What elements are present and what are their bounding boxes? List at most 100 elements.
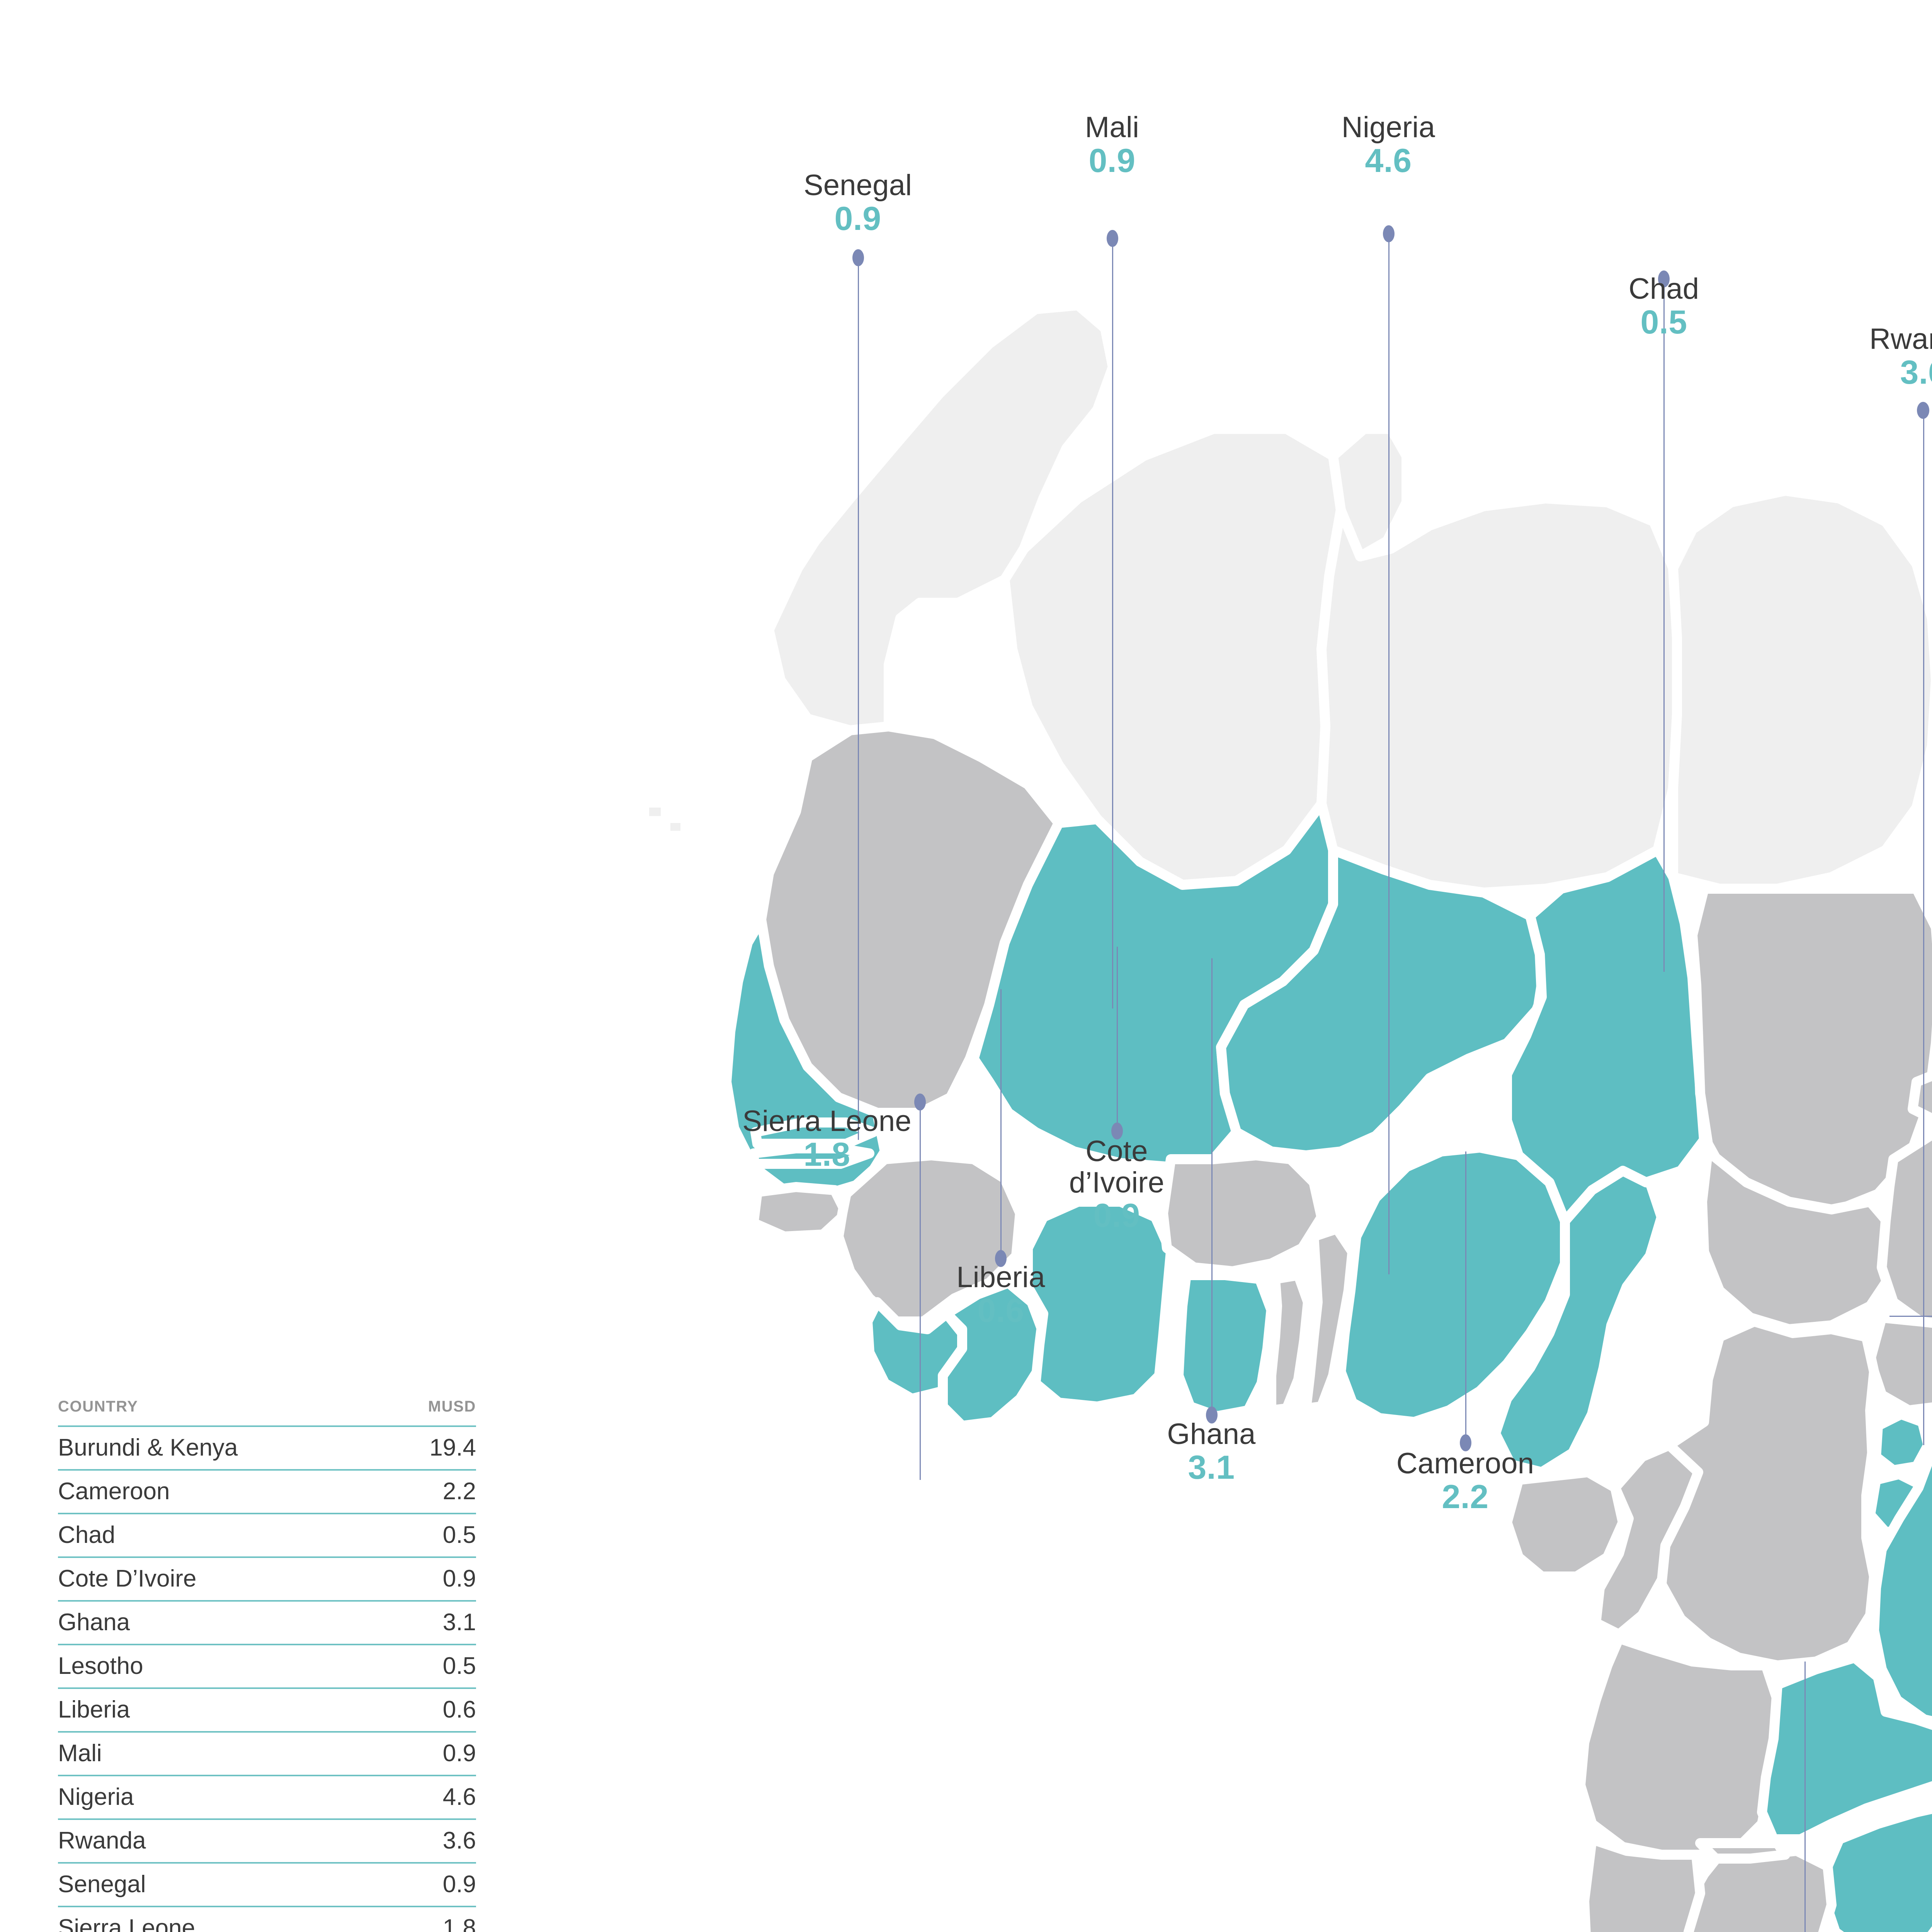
map-label-cote-divoire-value: 0.9 xyxy=(1093,1197,1140,1235)
table-cell-value: 0.9 xyxy=(359,1862,476,1906)
table-cell-value: 2.2 xyxy=(359,1469,476,1514)
table-cell-country: Sierra Leone xyxy=(58,1906,359,1932)
map-label-sierra-leone: Sierra Leone 1.8 xyxy=(692,1105,962,1173)
leader-line-mali xyxy=(1112,236,1113,1009)
map-label-rwanda-name: Rwanda xyxy=(1869,323,1932,355)
island-sao-tome xyxy=(1385,1198,1397,1216)
leader-dot-cameroon xyxy=(1460,1434,1471,1451)
map-label-mali-value: 0.9 xyxy=(1088,142,1136,179)
table-cell-value: 3.1 xyxy=(359,1600,476,1645)
map-label-senegal: Senegal 0.9 xyxy=(757,170,958,236)
leader-line-zambia xyxy=(1804,1662,1806,1932)
leader-dot-nigeria xyxy=(1383,225,1395,242)
leader-dot-rwanda xyxy=(1917,402,1929,419)
region-libya xyxy=(1316,493,1682,898)
region-guinea-bissau xyxy=(748,1182,851,1242)
table-row: Mali 0.9 xyxy=(58,1731,476,1776)
table-cell-country: Liberia xyxy=(58,1687,359,1732)
region-egypt xyxy=(1668,486,1932,894)
leader-line-nigeria xyxy=(1388,231,1389,1274)
country-value-table: COUNTRY mUSD Burundi & Kenya 19.4 Cameroon… xyxy=(58,1398,476,1932)
table-header-musd: mUSD xyxy=(428,1398,476,1415)
region-gambia xyxy=(748,1143,874,1169)
table-cell-country: Cote D’Ivoire xyxy=(58,1556,359,1601)
leader-line-sierra-leone-b xyxy=(920,1105,921,1329)
region-nigeria xyxy=(1336,1143,1570,1427)
table-cell-value: 1.8 xyxy=(359,1906,476,1932)
table-row: Lesotho 0.5 xyxy=(58,1644,476,1688)
leader-dot-senegal xyxy=(852,249,864,266)
table-header-country: COUNTRY xyxy=(58,1398,138,1415)
map-label-sierra-leone-name: Sierra Leone xyxy=(742,1105,912,1138)
region-tanzania xyxy=(1869,1422,1932,1726)
leader-dot-mali xyxy=(1107,230,1118,247)
map-label-ghana-value: 3.1 xyxy=(1188,1449,1235,1486)
region-drc xyxy=(1656,1316,1879,1670)
leader-dot-cote-divoire xyxy=(1111,1122,1123,1139)
region-sudan xyxy=(1687,884,1932,1218)
table-cell-value: 4.6 xyxy=(359,1775,476,1819)
map-label-nigeria-value: 4.6 xyxy=(1365,142,1412,179)
map-label-sierra-leone-value: 1.8 xyxy=(803,1136,850,1173)
leader-line-burundi xyxy=(1889,1316,1932,1317)
table-cell-country: Ghana xyxy=(58,1600,359,1645)
region-ghana xyxy=(1173,1270,1276,1421)
region-angola xyxy=(1575,1633,1782,1860)
region-namibia xyxy=(1579,1834,1790,1932)
table-cell-country: Mali xyxy=(58,1731,359,1776)
table-cell-country: Lesotho xyxy=(58,1644,359,1688)
region-burkina xyxy=(1158,1150,1327,1276)
table-header-row: COUNTRY mUSD xyxy=(58,1398,476,1426)
table-row: Nigeria 4.6 xyxy=(58,1775,476,1819)
map-label-rwanda: Rwanda 3.6 xyxy=(1823,323,1932,390)
table-row: Sierra Leone 1.8 xyxy=(58,1906,476,1932)
table-cell-value: 19.4 xyxy=(359,1425,476,1470)
region-uganda xyxy=(1865,1313,1932,1415)
leader-dot-liberia xyxy=(995,1250,1007,1267)
map-label-ghana: Ghana 3.1 xyxy=(1111,1418,1312,1486)
region-guinea xyxy=(833,1150,1025,1327)
region-gabon xyxy=(1502,1467,1628,1582)
table-row: Chad 0.5 xyxy=(58,1513,476,1557)
table-cell-value: 3.6 xyxy=(359,1818,476,1863)
table-cell-country: Rwanda xyxy=(58,1818,359,1863)
region-south-sudan xyxy=(1697,1146,1898,1334)
region-cote-divoire xyxy=(1023,1197,1176,1412)
leader-line-rwanda xyxy=(1923,410,1924,1445)
table-cell-country: Cameroon xyxy=(58,1469,359,1514)
table-cell-country: Senegal xyxy=(58,1862,359,1906)
region-niger xyxy=(1216,845,1551,1160)
map-label-mali-name: Mali xyxy=(1085,111,1139,144)
map-label-nigeria-name: Nigeria xyxy=(1341,111,1435,144)
table: COUNTRY mUSD Burundi & Kenya 19.4 Cameroon… xyxy=(58,1398,476,1932)
leader-line-cameroon xyxy=(1465,1151,1466,1437)
map-label-mali: Mali 0.9 xyxy=(1012,112,1213,179)
map-label-chad-name: Chad xyxy=(1628,272,1699,305)
leader-dot-ghana xyxy=(1206,1406,1218,1423)
map-label-liberia-name: Liberia xyxy=(956,1261,1045,1294)
map-label-liberia-value: 0.6 xyxy=(977,1292,1024,1329)
table-cell-value: 0.6 xyxy=(359,1687,476,1732)
table-row: Burundi & Kenya 19.4 xyxy=(58,1425,476,1470)
leader-line-senegal xyxy=(858,255,859,1140)
table-cell-country: Burundi & Kenya xyxy=(58,1425,359,1470)
map-label-senegal-value: 0.9 xyxy=(834,200,881,237)
table-row: Senegal 0.9 xyxy=(58,1862,476,1906)
island-bioko xyxy=(1374,1252,1383,1264)
table-cell-value: 0.5 xyxy=(359,1513,476,1557)
table-cell-value: 0.9 xyxy=(359,1556,476,1601)
table-row: Cote D’Ivoire 0.9 xyxy=(58,1556,476,1601)
leader-line-chad xyxy=(1663,276,1665,972)
region-ethiopia xyxy=(1877,1128,1932,1328)
island-cape-verde xyxy=(649,808,680,831)
region-rwanda xyxy=(1871,1409,1932,1475)
table-row: Rwanda 3.6 xyxy=(58,1818,476,1863)
table-row: Ghana 3.1 xyxy=(58,1600,476,1645)
map-label-cote-divoire-name: Cote d’Ivoire xyxy=(1069,1135,1165,1199)
region-botswana xyxy=(1680,1846,1837,1932)
table-cell-value: 0.9 xyxy=(359,1731,476,1776)
region-benin xyxy=(1301,1224,1357,1413)
map-label-ghana-name: Ghana xyxy=(1167,1418,1256,1451)
map-label-cote-divoire: Cote d’Ivoire 0.9 xyxy=(1016,1136,1217,1233)
